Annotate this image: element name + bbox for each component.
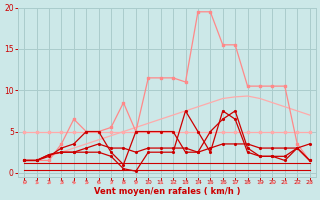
X-axis label: Vent moyen/en rafales ( km/h ): Vent moyen/en rafales ( km/h ) bbox=[94, 187, 240, 196]
